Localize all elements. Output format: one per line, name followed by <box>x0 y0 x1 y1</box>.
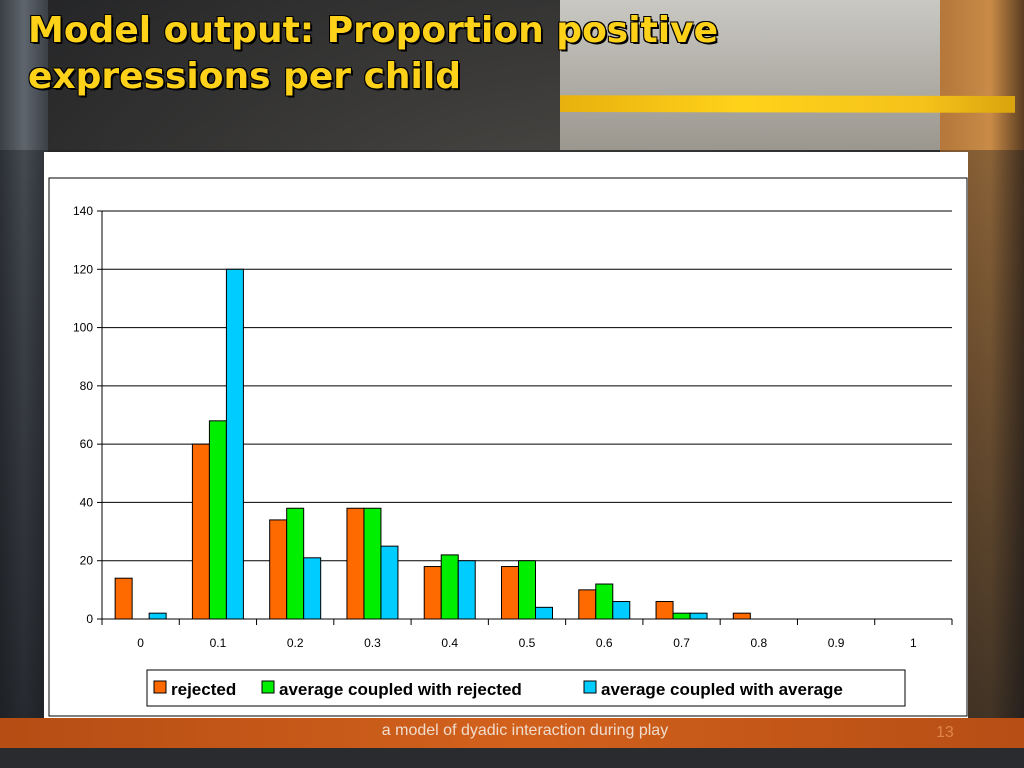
x-tick-label: 0.5 <box>519 636 536 650</box>
x-tick-label: 0.2 <box>287 636 304 650</box>
y-tick-label: 120 <box>73 262 93 276</box>
bar-rejected <box>114 577 133 620</box>
footer-text: a model of dyadic interaction during pla… <box>381 722 669 739</box>
bar-rejected <box>578 589 597 620</box>
bar-average-coupled-with-average <box>535 606 553 620</box>
bar-rejected <box>501 566 519 620</box>
y-tick-label: 20 <box>80 554 94 568</box>
bar-average-coupled-with-rejected <box>595 583 614 620</box>
y-tick-label: 0 <box>86 612 93 626</box>
x-tick-label: 0 <box>137 636 144 650</box>
bar-average-coupled-with-average <box>612 601 631 620</box>
footer-bar <box>0 718 1024 748</box>
chart-area: 0 20 40 60 80 100 120 140 0 0.1 0.2 0.3 0.4 0.5 0.6 0.7… <box>44 152 968 718</box>
bar-average-coupled-with-average <box>380 545 399 620</box>
bar-average-coupled-with-rejected <box>286 507 305 620</box>
background-window <box>560 0 1000 150</box>
legend-entry-rejected: rejected <box>171 680 236 699</box>
x-tick-label: 0.8 <box>750 636 767 650</box>
bar-rejected <box>655 601 674 620</box>
bar-average-coupled-with-rejected <box>440 554 459 620</box>
bar-average-coupled-with-average <box>457 560 476 620</box>
bar-average-coupled-with-average <box>148 612 167 620</box>
x-tick-label: 0.1 <box>210 636 227 650</box>
y-tick-label: 60 <box>80 437 94 451</box>
bar-rejected <box>269 519 288 620</box>
x-tick-label: 0.7 <box>673 636 690 650</box>
slide-number: 13 <box>936 724 954 741</box>
bottom-strip <box>0 748 1024 768</box>
bar-rejected <box>732 612 751 620</box>
x-tick-label: 0.9 <box>828 636 845 650</box>
bar-average-coupled-with-rejected <box>363 507 382 620</box>
legend-swatch <box>583 680 597 694</box>
bar-rejected <box>191 443 210 620</box>
legend-swatch <box>153 680 167 694</box>
legend-entry-average-coupled-with-average: average coupled with average <box>601 680 843 699</box>
bar-rejected <box>423 566 442 620</box>
bar-average-coupled-with-average <box>225 268 244 620</box>
x-tick-label: 0.3 <box>364 636 381 650</box>
slide-title: Model output: Proportion positive expres… <box>28 10 718 97</box>
y-tick-label: 100 <box>73 321 93 335</box>
bar-chart: 0 20 40 60 80 100 120 140 0 0.1 0.2 0.3 0.4 0.5 0.6 0.7… <box>48 177 968 717</box>
y-tick-label: 140 <box>73 204 93 218</box>
bar-rejected <box>346 507 365 620</box>
bar-average-coupled-with-rejected <box>208 420 227 620</box>
legend-swatch <box>261 680 275 694</box>
x-tick-label: 0.6 <box>596 636 613 650</box>
bar-average-coupled-with-average <box>689 612 708 620</box>
x-tick-label: 1 <box>910 636 917 650</box>
y-tick-label: 80 <box>80 379 94 393</box>
bar-average-coupled-with-average <box>303 557 322 620</box>
x-tick-label: 0.4 <box>441 636 458 650</box>
y-tick-label: 40 <box>80 495 94 509</box>
bar-average-coupled-with-rejected <box>518 560 536 620</box>
bar-average-coupled-with-rejected <box>672 612 691 620</box>
legend-entry-average-coupled-with-rejected: average coupled with rejected <box>279 680 522 699</box>
